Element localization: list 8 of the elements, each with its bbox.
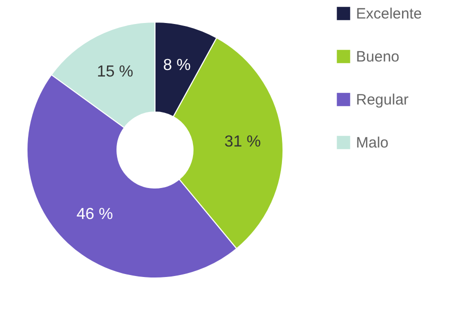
legend-label: Regular [356,92,409,108]
data-label: 8 % [163,56,191,74]
legend-label: Excelente [356,6,422,22]
data-label: 15 % [96,64,134,81]
legend-label: Malo [356,134,389,152]
data-label: 31 % [224,134,261,151]
legend-label: Bueno [356,48,400,66]
data-label: 46 % [76,206,113,224]
